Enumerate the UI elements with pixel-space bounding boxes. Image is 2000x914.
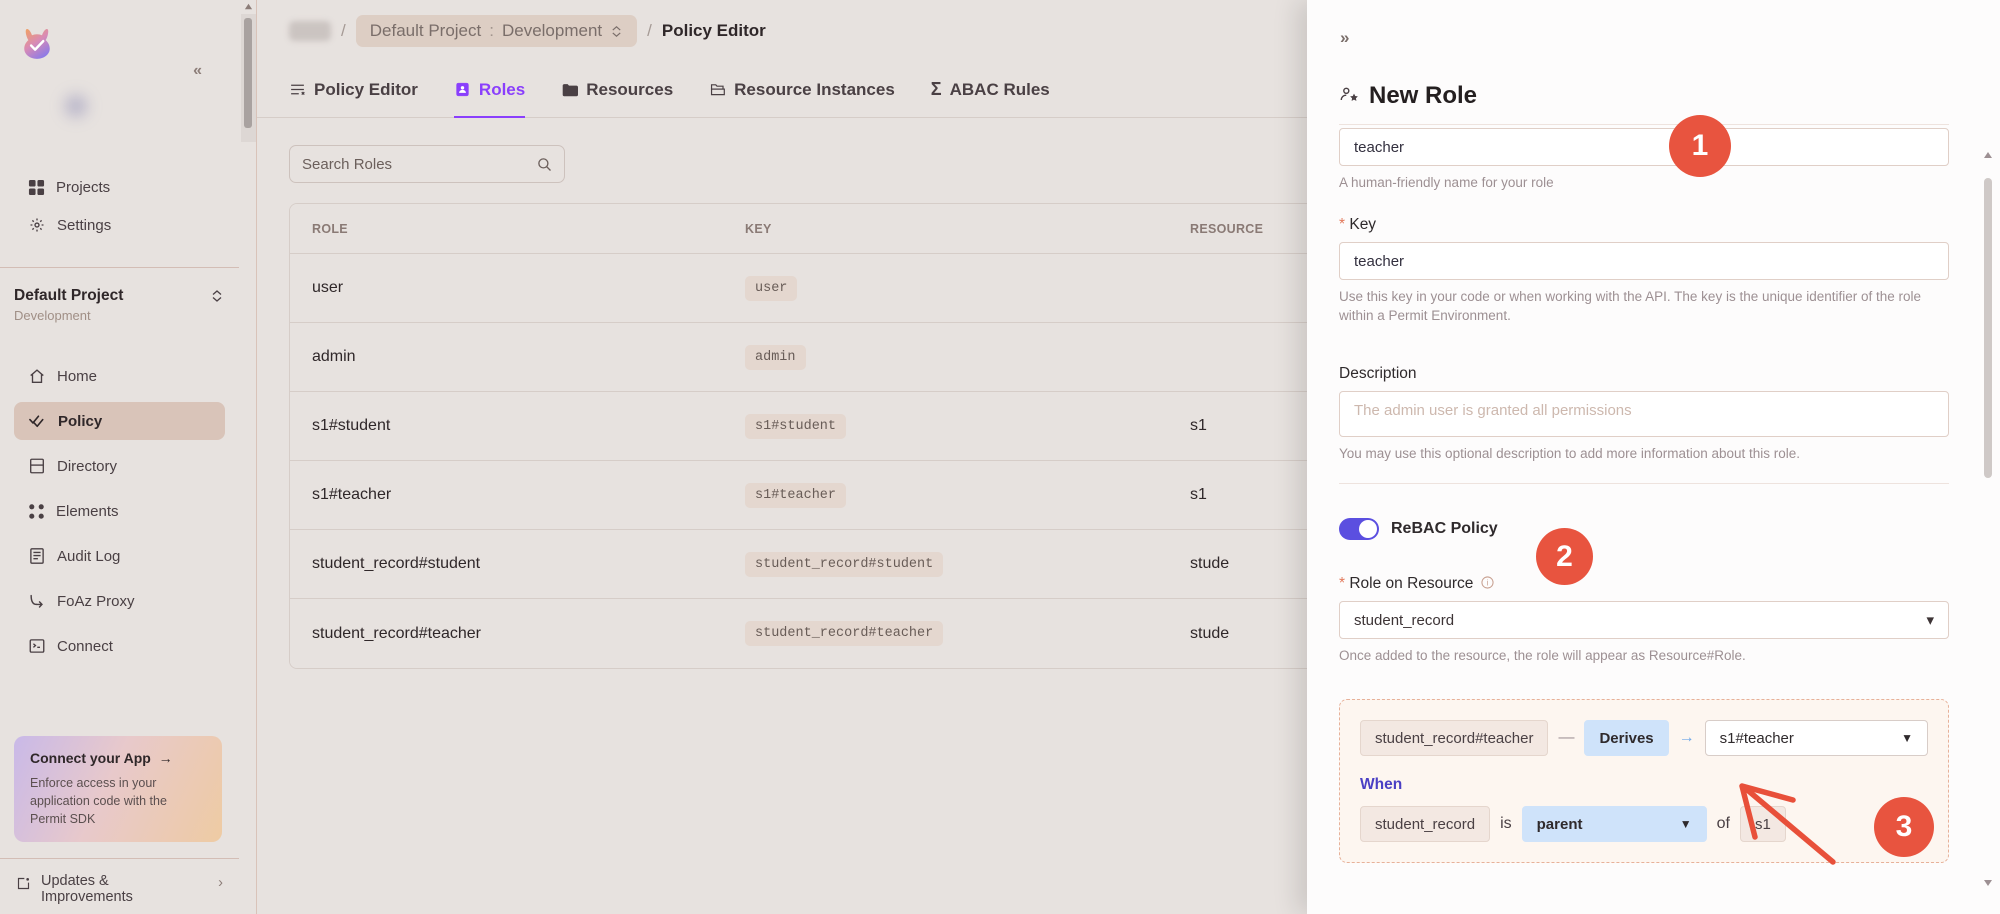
svg-text:i: i	[1486, 578, 1488, 587]
